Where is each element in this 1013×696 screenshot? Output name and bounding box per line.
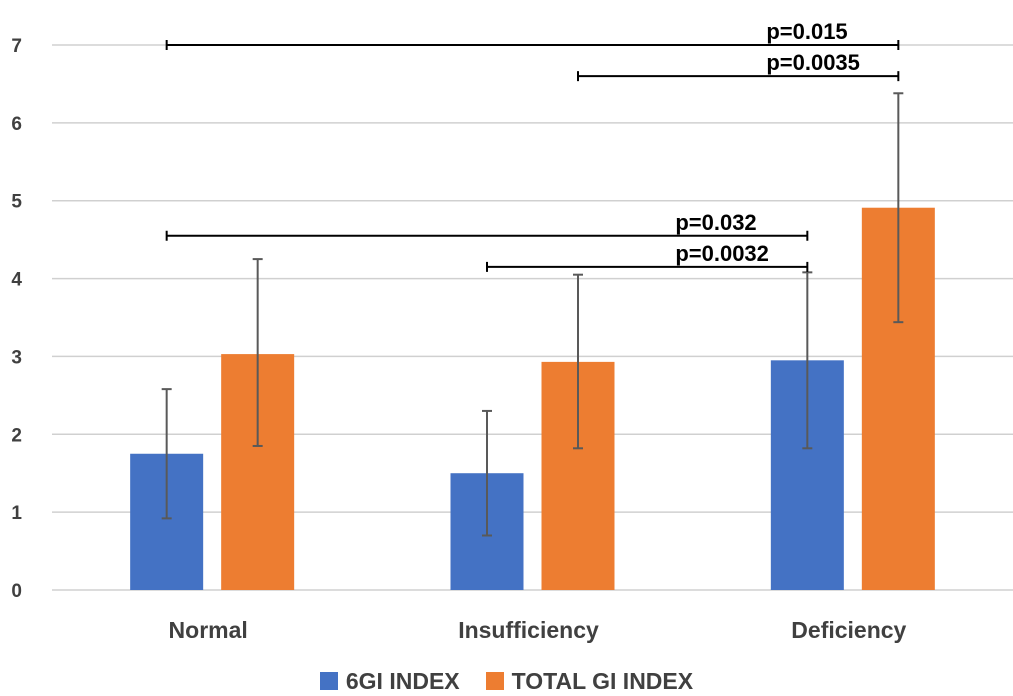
- gridlines: [52, 44, 1013, 591]
- legend-swatch-6gi-index: [319, 672, 338, 690]
- error-bar-1-2: [893, 92, 904, 324]
- p-value-label: p=0.032: [675, 210, 756, 235]
- legend-label-6gi-index: 6GI INDEX: [345, 668, 460, 694]
- x-category-label: Deficiency: [791, 617, 906, 643]
- y-tick-label: 0: [11, 581, 22, 602]
- y-tick-label: 4: [11, 270, 22, 291]
- y-tick-label: 5: [11, 192, 22, 213]
- y-tick-label: 2: [11, 425, 22, 446]
- y-axis-ticks: 0 1 2 3 4 5 6 7: [11, 36, 22, 602]
- legend-label-total-gi-index: TOTAL GI INDEX: [511, 668, 694, 694]
- error-bar-0-2: [802, 271, 813, 450]
- significance-bracket-0: p=0.015: [165, 19, 900, 50]
- legend-item-6gi-index: 6GI INDEX: [319, 668, 460, 694]
- p-value-label: p=0.015: [766, 19, 847, 44]
- error-bar-0-1: [482, 409, 492, 537]
- y-tick-label: 6: [11, 114, 22, 135]
- y-tick-label: 1: [11, 503, 22, 524]
- x-category-label: Normal: [169, 617, 248, 643]
- error-bar-1-1: [573, 273, 583, 450]
- significance-bracket-2: p=0.032: [165, 210, 809, 241]
- x-axis-categories: Normal Insufficiency Deficiency: [169, 617, 907, 643]
- significance-brackets: p=0.015 p=0.0035 p=0.032 p=0.0032: [165, 19, 900, 272]
- legend: 6GI INDEX TOTAL GI INDEX: [0, 668, 1013, 694]
- y-tick-label: 7: [11, 36, 22, 57]
- significance-bracket-1: p=0.0035: [577, 50, 900, 82]
- x-category-label: Insufficiency: [458, 617, 599, 643]
- legend-item-total-gi-index: TOTAL GI INDEX: [485, 668, 694, 694]
- p-value-label: p=0.0032: [675, 241, 769, 266]
- p-value-label: p=0.0035: [766, 50, 860, 75]
- error-bar-0-0: [161, 388, 172, 520]
- significance-bracket-3: p=0.0032: [486, 241, 809, 272]
- legend-swatch-total-gi-index: [485, 672, 504, 690]
- bars: [130, 207, 935, 590]
- error-bar-1-0: [252, 258, 263, 447]
- error-bars: [161, 92, 904, 537]
- y-tick-label: 3: [11, 347, 22, 368]
